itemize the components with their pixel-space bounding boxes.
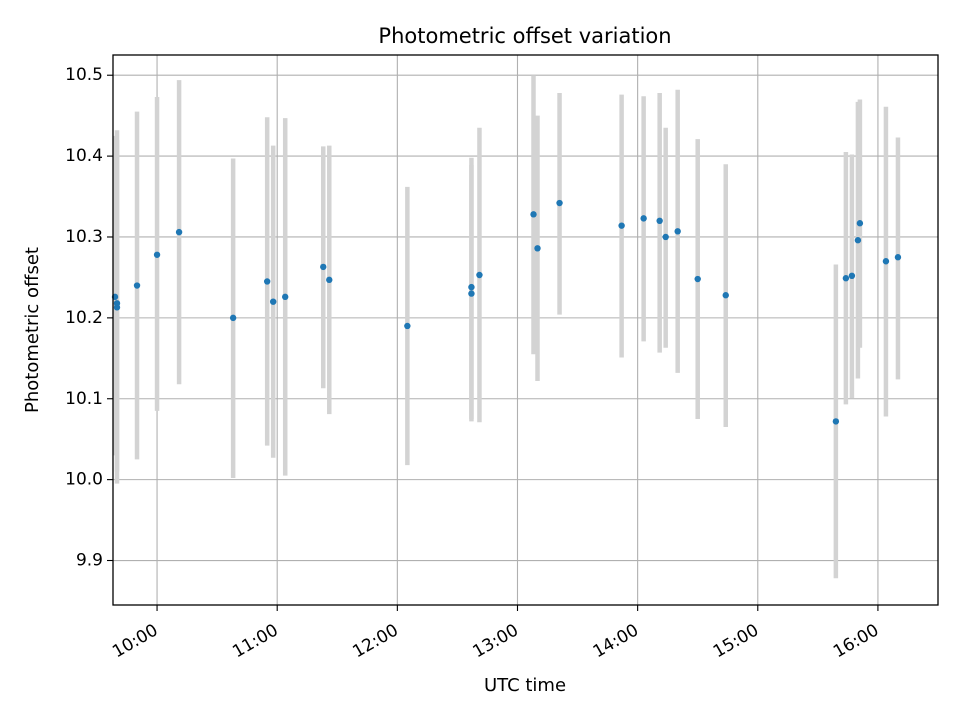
y-tick-label: 10.4	[65, 146, 103, 166]
data-point	[848, 272, 856, 280]
data-point	[476, 271, 483, 279]
data-point	[882, 258, 890, 265]
data-point	[530, 211, 537, 218]
data-point	[854, 237, 862, 244]
y-tick-label: 9.9	[76, 551, 103, 571]
grid	[113, 55, 938, 605]
data-point	[320, 263, 327, 271]
data-point	[842, 275, 850, 282]
y-axis-ticks: 9.9 10.0 10.1 10.2 10.3 10.4 10.5	[65, 65, 113, 571]
data-point	[468, 283, 475, 291]
data-point	[175, 228, 183, 236]
data-point	[404, 322, 411, 330]
plot-frame	[112, 54, 939, 606]
x-axis-label: UTC time	[484, 675, 566, 696]
data-point	[534, 245, 541, 252]
data-point	[133, 282, 141, 289]
y-axis-label: Photometric offset	[22, 247, 43, 413]
data-point	[282, 293, 289, 301]
data-point	[722, 292, 729, 299]
data-point	[113, 304, 121, 311]
data-point	[674, 228, 681, 235]
data-point	[153, 251, 161, 258]
y-tick-label: 10.3	[65, 227, 103, 247]
data-point	[556, 199, 563, 207]
data-point	[269, 298, 277, 305]
data-point	[856, 220, 864, 227]
data-point	[694, 275, 701, 283]
data-point	[640, 215, 647, 222]
data-point	[229, 314, 237, 322]
y-tick-label: 10.5	[65, 65, 103, 85]
y-tick-label: 10.2	[65, 308, 103, 328]
data-point	[263, 278, 271, 285]
data-point	[832, 418, 840, 425]
y-tick-label: 10.0	[65, 470, 103, 490]
data-point	[618, 222, 625, 229]
data-point	[326, 276, 333, 284]
data-point	[468, 290, 475, 297]
data-point	[894, 254, 902, 261]
data-point	[662, 233, 669, 241]
chart-title: Photometric offset variation	[378, 24, 671, 48]
data-point	[656, 217, 663, 225]
y-tick-label: 10.1	[65, 389, 103, 409]
